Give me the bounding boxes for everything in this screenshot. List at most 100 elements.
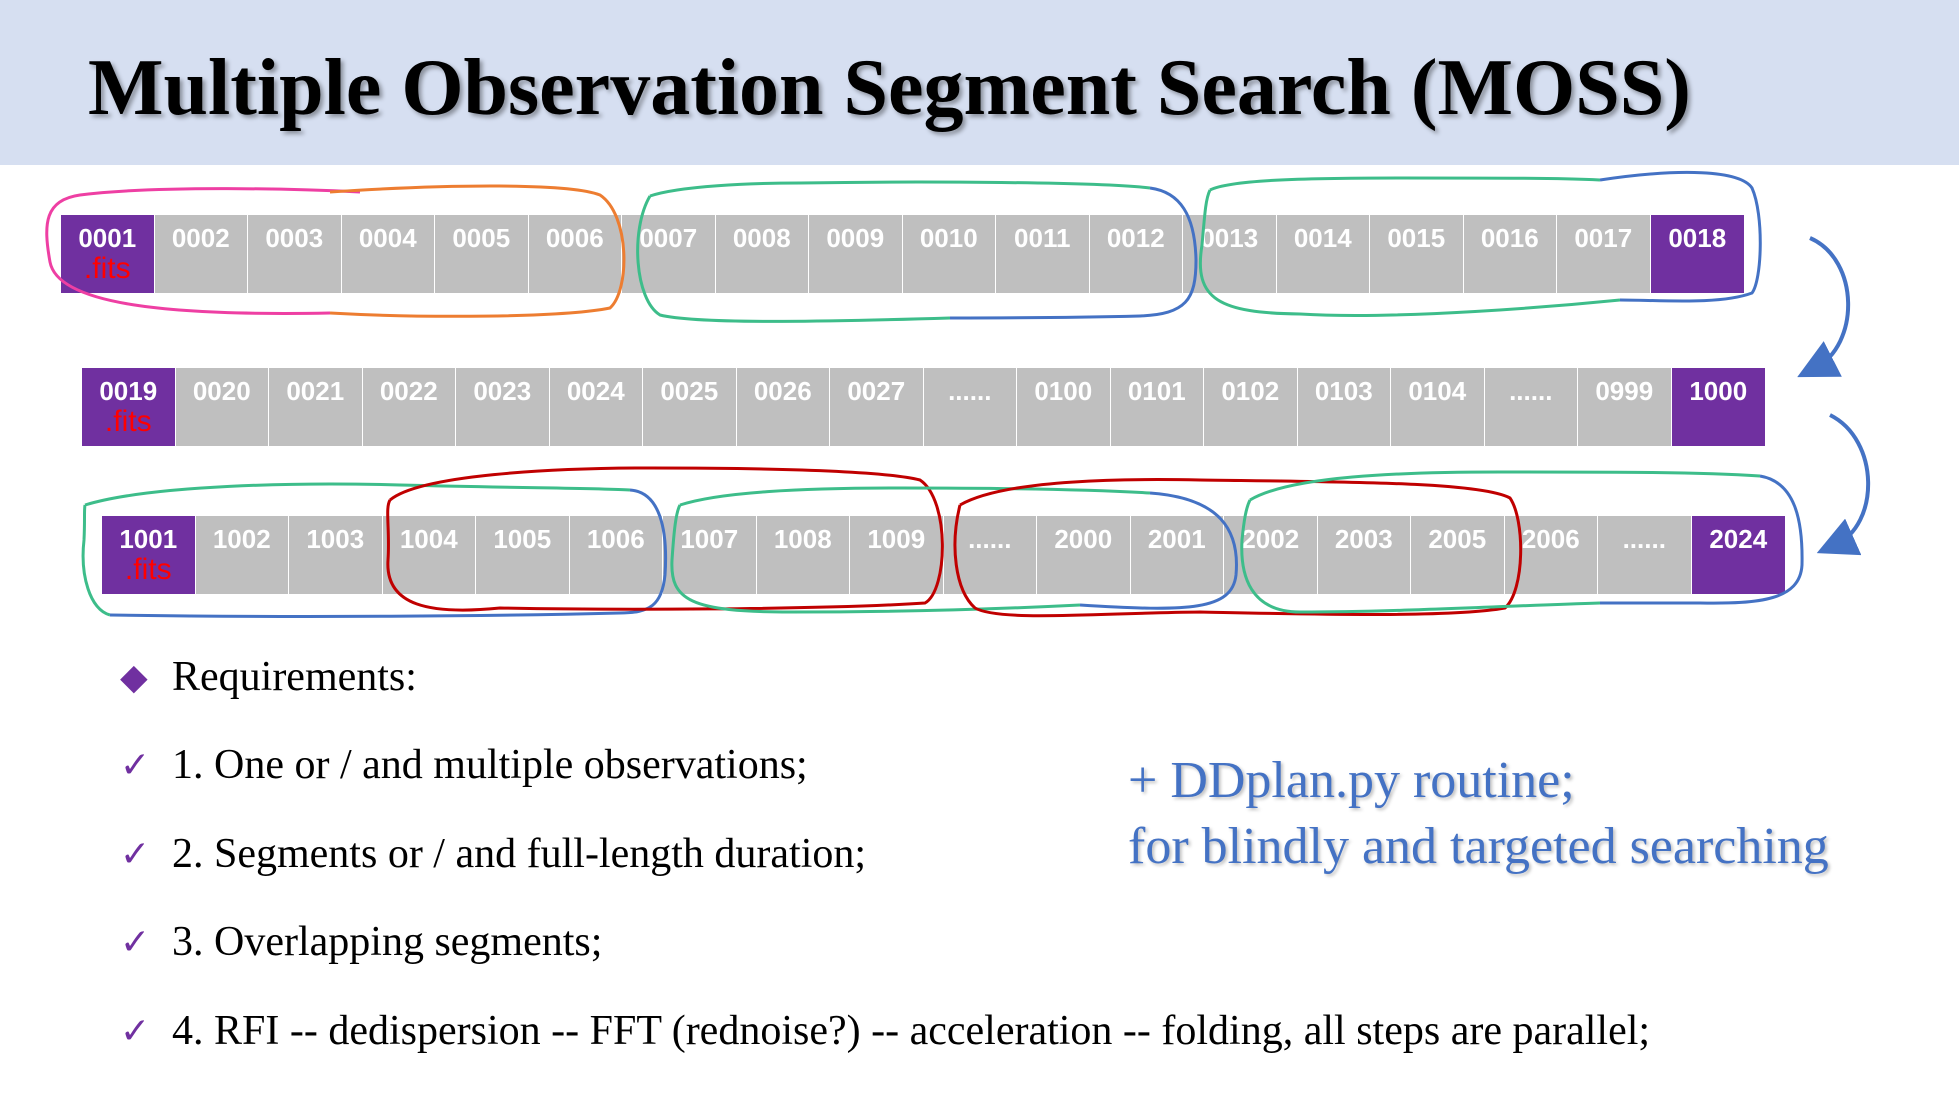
file-cell: 2024 (1691, 516, 1785, 594)
file-number: 0014 (1293, 223, 1352, 253)
file-row-1: 0001 .fits 0002 0003 0004 0005 0006 0007 0008 000… (61, 215, 1744, 293)
file-number: 1002 (212, 524, 271, 554)
title-band (0, 0, 1959, 165)
file-cell: ...... (1484, 368, 1578, 446)
file-cell: 1000 (1671, 368, 1765, 446)
fits-suffix: .fits (124, 553, 172, 586)
file-cell: 0007 (622, 215, 716, 293)
file-cell: 0100 (1017, 368, 1111, 446)
file-cell: 2001 (1130, 516, 1224, 594)
file-number: 0004 (358, 223, 417, 253)
file-number: ...... (1622, 524, 1666, 554)
file-cell: 2002 (1224, 516, 1318, 594)
file-cell: 0103 (1297, 368, 1391, 446)
file-number: 0104 (1408, 376, 1467, 406)
file-number: 0009 (826, 223, 885, 253)
file-cell: 1003 (289, 516, 383, 594)
file-cell: ...... (1598, 516, 1692, 594)
file-number: 0025 (660, 376, 719, 406)
fits-file-cell: 0019 .fits (82, 368, 176, 446)
file-cell: 0023 (456, 368, 550, 446)
file-cell: 1005 (476, 516, 570, 594)
fits-suffix: .fits (83, 252, 131, 285)
file-cell: 0005 (435, 215, 529, 293)
file-number: 2005 (1428, 524, 1487, 554)
file-number: 1004 (399, 524, 458, 554)
file-number: 0023 (473, 376, 532, 406)
file-cell: 1002 (195, 516, 289, 594)
file-number: 0006 (545, 223, 604, 253)
file-number: 0016 (1480, 223, 1539, 253)
file-cell: 1004 (382, 516, 476, 594)
file-number: 0102 (1221, 376, 1280, 406)
curved-arrow-icon (1816, 413, 1871, 556)
file-cell: 0010 (902, 215, 996, 293)
file-row-2: 0019 .fits 0020 0021 0022 0023 0024 0025 0026 002… (82, 368, 1765, 446)
file-row-3: 1001 .fits 1002 1003 1004 1005 1006 1007 1008 100… (102, 516, 1785, 594)
checkmark-icon: ✓ (120, 1011, 151, 1051)
file-number: 0002 (171, 223, 230, 253)
file-cell: 1006 (569, 516, 663, 594)
file-cell: 0014 (1276, 215, 1370, 293)
file-number: 1005 (493, 524, 552, 554)
file-number: 2003 (1334, 524, 1393, 554)
file-cell: 0104 (1391, 368, 1485, 446)
file-number: 0010 (919, 223, 978, 253)
file-cell: 0015 (1370, 215, 1464, 293)
file-number: 0101 (1127, 376, 1186, 406)
checkmark-icon: ✓ (120, 922, 151, 962)
file-number: ...... (1509, 376, 1553, 406)
file-cell: 0027 (830, 368, 924, 446)
file-cell: 1009 (850, 516, 944, 594)
file-cell: 0101 (1110, 368, 1204, 446)
file-cell: 0020 (175, 368, 269, 446)
file-number: 0008 (732, 223, 791, 253)
file-number: 0017 (1574, 223, 1633, 253)
file-cell: 0016 (1463, 215, 1557, 293)
file-cell: 0999 (1578, 368, 1672, 446)
file-number: 0024 (566, 376, 625, 406)
file-cell: 2000 (1037, 516, 1131, 594)
file-number: 0021 (286, 376, 345, 406)
file-number: 1001 (119, 524, 178, 554)
curved-arrow-icon (1797, 236, 1851, 378)
file-number: 0005 (452, 223, 511, 253)
file-number: 0999 (1595, 376, 1654, 406)
file-cell: 0024 (549, 368, 643, 446)
checkmark-icon: ✓ (120, 834, 151, 874)
file-cell: 0011 (996, 215, 1090, 293)
file-number: 0020 (192, 376, 251, 406)
file-number: 0022 (379, 376, 438, 406)
file-number: 0015 (1387, 223, 1446, 253)
file-number: 0027 (847, 376, 906, 406)
file-cell: 0017 (1557, 215, 1651, 293)
side-note-line: + DDplan.py routine; (1128, 752, 1575, 809)
file-number: 2002 (1241, 524, 1300, 554)
file-cell: ...... (923, 368, 1017, 446)
file-cell: 0009 (809, 215, 903, 293)
file-number: 2001 (1147, 524, 1206, 554)
file-cell: 0013 (1183, 215, 1277, 293)
file-cell: 0018 (1650, 215, 1744, 293)
file-number: 1000 (1689, 376, 1748, 406)
diamond-icon: ◆ (120, 657, 148, 697)
file-number: 0001 (78, 223, 137, 253)
file-cell: ...... (943, 516, 1037, 594)
file-cell: 0102 (1204, 368, 1298, 446)
file-number: ...... (948, 376, 992, 406)
file-number: 0013 (1200, 223, 1259, 253)
file-cell: 0004 (341, 215, 435, 293)
fits-file-cell: 1001 .fits (102, 516, 196, 594)
file-number: ...... (968, 524, 1012, 554)
file-number: 0026 (753, 376, 812, 406)
file-cell: 0025 (643, 368, 737, 446)
file-number: 0003 (265, 223, 324, 253)
file-number: 1006 (586, 524, 645, 554)
file-cell: 0006 (528, 215, 622, 293)
file-cell: 1007 (663, 516, 757, 594)
file-number: 2000 (1054, 524, 1113, 554)
file-cell: 0002 (154, 215, 248, 293)
file-number: 2024 (1709, 524, 1768, 554)
file-cell: 2003 (1317, 516, 1411, 594)
fits-file-cell: 0001 .fits (61, 215, 155, 293)
